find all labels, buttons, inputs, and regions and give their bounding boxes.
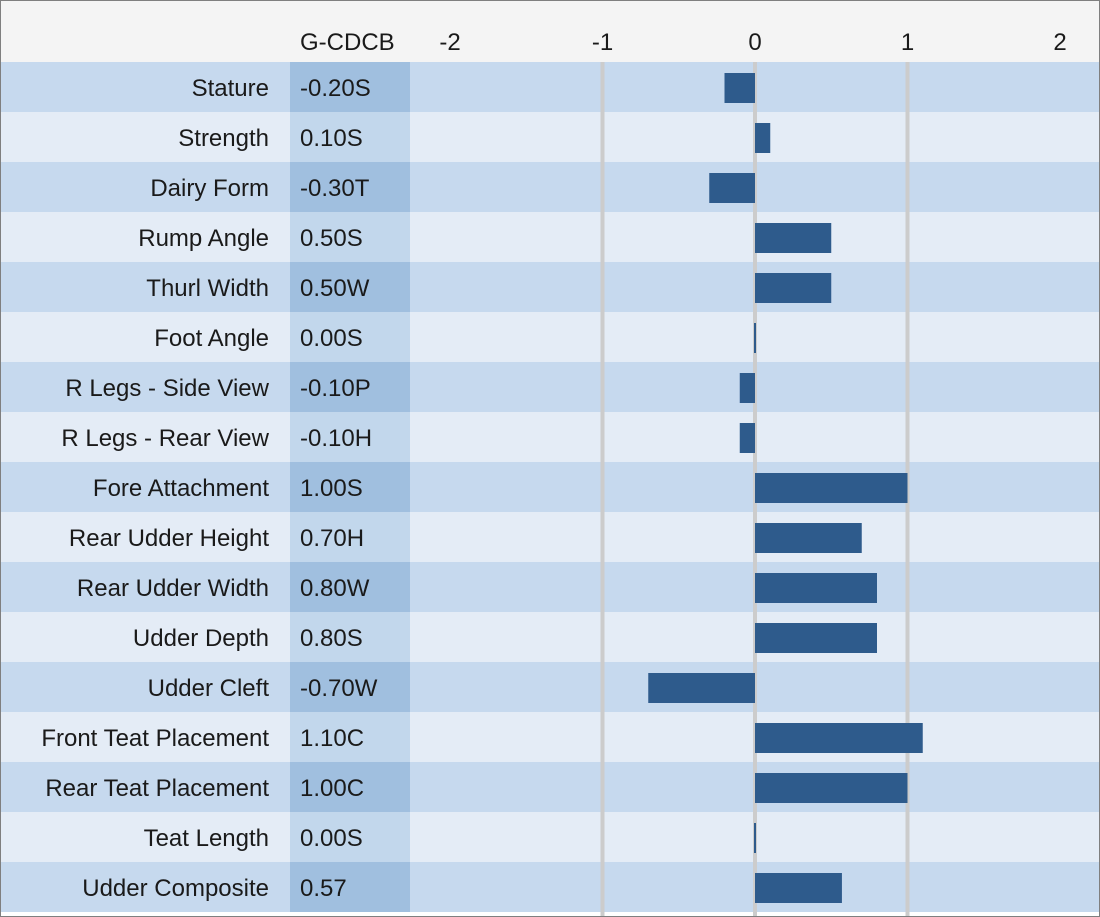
category-label: Foot Angle xyxy=(154,325,269,352)
bar xyxy=(755,123,771,153)
category-label: Udder Composite xyxy=(82,875,269,902)
row-background xyxy=(0,212,1100,262)
category-label: Rump Angle xyxy=(138,225,269,252)
bar xyxy=(724,73,755,103)
category-label: Rear Teat Placement xyxy=(45,775,269,802)
row-background xyxy=(0,612,1100,662)
bar xyxy=(709,173,755,203)
category-label: Udder Cleft xyxy=(148,675,270,702)
value-label: 0.10S xyxy=(300,125,363,152)
category-label: R Legs - Side View xyxy=(65,375,269,402)
value-label: 0.50W xyxy=(300,275,370,302)
row-background xyxy=(0,662,1100,712)
category-label: Strength xyxy=(178,125,269,152)
value-label: -0.10H xyxy=(300,425,372,452)
row-background xyxy=(0,512,1100,562)
value-label: -0.70W xyxy=(300,675,378,702)
value-column-cell xyxy=(290,812,410,862)
value-label: 0.50S xyxy=(300,225,363,252)
bar xyxy=(739,423,755,453)
row-background xyxy=(0,562,1100,612)
value-label: 0.00S xyxy=(300,325,363,352)
bar xyxy=(755,473,908,503)
value-label: 0.00S xyxy=(300,825,363,852)
value-column-cell xyxy=(290,662,410,712)
labels: G-CDCB -2 -1 0 1 2 Stature -0.20S Strength 0.10S… xyxy=(41,29,1066,902)
row-background xyxy=(0,262,1100,312)
x-tick-label: 0 xyxy=(748,29,761,56)
value-column-cell xyxy=(290,462,410,512)
value-label: 0.80S xyxy=(300,625,363,652)
value-label: 0.80W xyxy=(300,575,370,602)
category-label: Udder Depth xyxy=(133,625,269,652)
bar xyxy=(755,623,877,653)
value-column-cell xyxy=(290,612,410,662)
value-column-cell xyxy=(290,162,410,212)
row-background xyxy=(0,362,1100,412)
row-background xyxy=(0,862,1100,912)
x-tick-label: 1 xyxy=(901,29,914,56)
value-label: 1.00S xyxy=(300,475,363,502)
bar xyxy=(755,723,923,753)
bar xyxy=(755,523,862,553)
column-header: G-CDCB xyxy=(300,29,395,56)
value-column-cell xyxy=(290,62,410,112)
value-label: -0.30T xyxy=(300,175,370,202)
value-column-cell xyxy=(290,512,410,562)
x-tick-label: -1 xyxy=(592,29,613,56)
row-background xyxy=(0,412,1100,462)
bar xyxy=(754,323,756,353)
category-label: Fore Attachment xyxy=(93,475,269,502)
category-label: Rear Udder Width xyxy=(77,575,269,602)
value-label: 1.10C xyxy=(300,725,364,752)
row-background xyxy=(0,112,1100,162)
bar xyxy=(754,823,756,853)
row-background xyxy=(0,162,1100,212)
category-label: Rear Udder Height xyxy=(69,525,269,552)
bar xyxy=(755,573,877,603)
value-column-cell xyxy=(290,362,410,412)
value-column-cell xyxy=(290,112,410,162)
value-label: 0.57 xyxy=(300,875,347,902)
category-label: Thurl Width xyxy=(146,275,269,302)
value-column-cell xyxy=(290,862,410,912)
category-label: Front Teat Placement xyxy=(41,725,269,752)
category-label: R Legs - Rear View xyxy=(61,425,269,452)
value-column-cell xyxy=(290,762,410,812)
category-label: Teat Length xyxy=(144,825,269,852)
bar xyxy=(755,873,842,903)
x-tick-label: -2 xyxy=(439,29,460,56)
value-label: -0.10P xyxy=(300,375,371,402)
row-background xyxy=(0,812,1100,862)
category-label: Dairy Form xyxy=(150,175,269,202)
value-label: 0.70H xyxy=(300,525,364,552)
value-column-cell xyxy=(290,712,410,762)
bar xyxy=(648,673,755,703)
row-background xyxy=(0,462,1100,512)
value-label: -0.20S xyxy=(300,75,371,102)
value-column-cell xyxy=(290,262,410,312)
row-background xyxy=(0,762,1100,812)
bar xyxy=(755,273,832,303)
value-label: 1.00C xyxy=(300,775,364,802)
gridline xyxy=(600,62,605,917)
value-column-cell xyxy=(290,312,410,362)
x-tick-label: 2 xyxy=(1053,29,1066,56)
value-column-cell xyxy=(290,412,410,462)
bar xyxy=(755,223,832,253)
category-label: Stature xyxy=(192,75,269,102)
bar xyxy=(755,773,908,803)
row-background xyxy=(0,312,1100,362)
value-column-cell xyxy=(290,212,410,262)
value-column-cell xyxy=(290,562,410,612)
row-background xyxy=(0,62,1100,112)
bars xyxy=(648,73,923,903)
header-background xyxy=(0,0,1100,62)
bar xyxy=(739,373,755,403)
